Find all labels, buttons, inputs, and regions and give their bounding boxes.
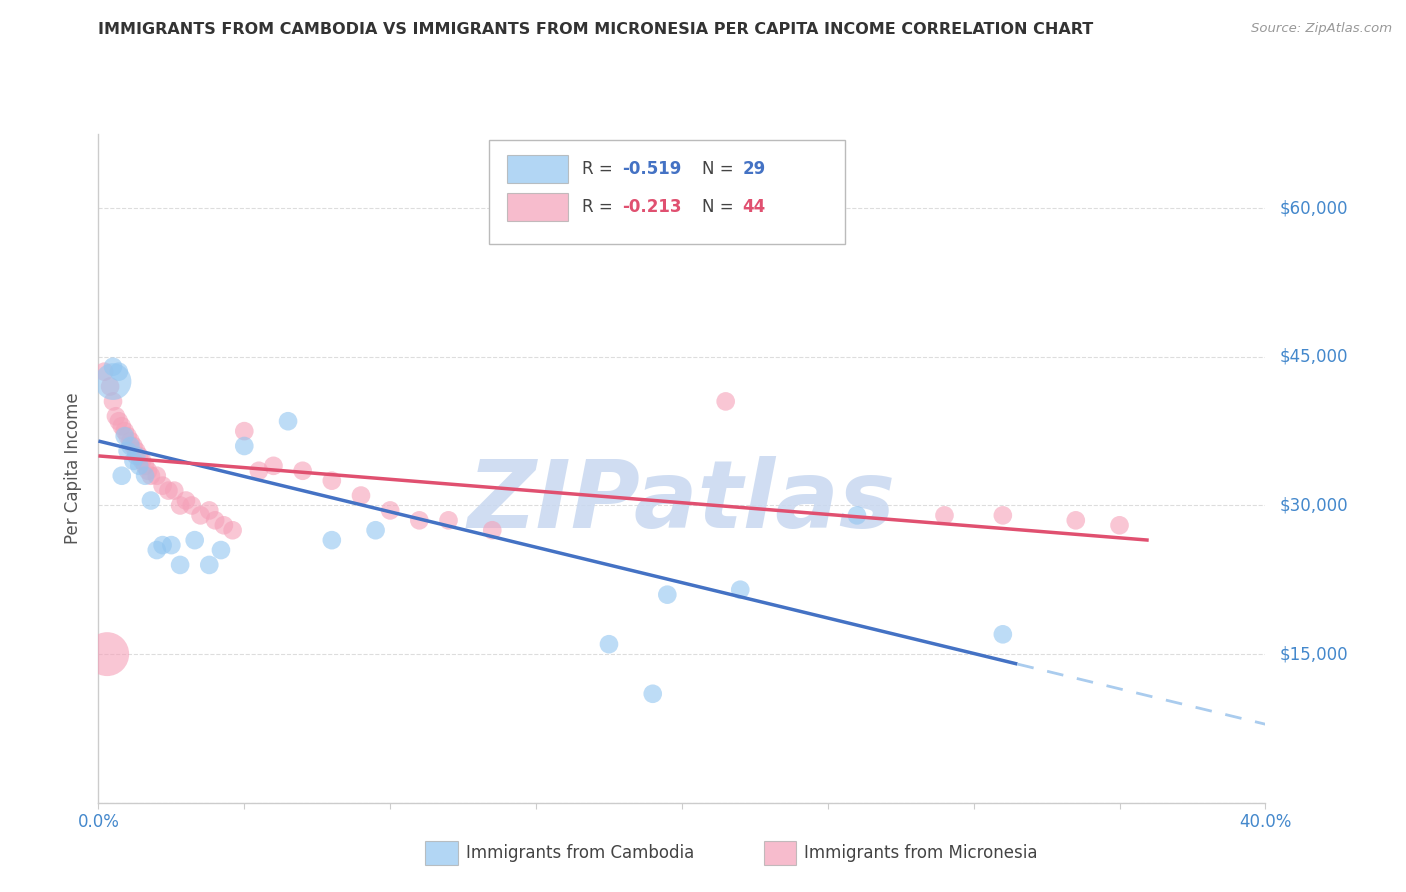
Point bbox=[111, 419, 134, 434]
Point bbox=[991, 627, 1014, 641]
Text: IMMIGRANTS FROM CAMBODIA VS IMMIGRANTS FROM MICRONESIA PER CAPITA INCOME CORRELA: IMMIGRANTS FROM CAMBODIA VS IMMIGRANTS F… bbox=[98, 22, 1094, 37]
Text: ZIPatlas: ZIPatlas bbox=[468, 456, 896, 548]
Text: 29: 29 bbox=[742, 161, 766, 178]
Point bbox=[934, 508, 956, 523]
Point bbox=[111, 468, 134, 483]
Text: R =: R = bbox=[582, 161, 617, 178]
Point bbox=[408, 513, 430, 527]
Point bbox=[198, 503, 221, 517]
Point bbox=[321, 533, 343, 548]
Point bbox=[117, 429, 139, 443]
Point bbox=[221, 523, 243, 537]
Text: $45,000: $45,000 bbox=[1279, 348, 1348, 366]
Point bbox=[98, 379, 121, 393]
Point bbox=[117, 444, 139, 458]
Text: $15,000: $15,000 bbox=[1279, 645, 1348, 663]
Point bbox=[114, 429, 136, 443]
Text: Immigrants from Cambodia: Immigrants from Cambodia bbox=[465, 844, 695, 862]
Point bbox=[233, 424, 256, 438]
Point bbox=[180, 499, 202, 513]
Point bbox=[233, 439, 256, 453]
Text: -0.519: -0.519 bbox=[623, 161, 682, 178]
Text: Source: ZipAtlas.com: Source: ZipAtlas.com bbox=[1251, 22, 1392, 36]
Text: $30,000: $30,000 bbox=[1279, 497, 1348, 515]
Text: -0.213: -0.213 bbox=[623, 198, 682, 217]
Bar bbox=[425, 841, 458, 865]
Point bbox=[93, 365, 115, 379]
Point bbox=[120, 439, 142, 453]
Text: Immigrants from Micronesia: Immigrants from Micronesia bbox=[804, 844, 1038, 862]
Point bbox=[247, 464, 270, 478]
Point bbox=[139, 468, 162, 483]
Point bbox=[122, 454, 145, 468]
Point bbox=[169, 499, 191, 513]
Point bbox=[277, 414, 299, 428]
Point bbox=[1064, 513, 1087, 527]
Point bbox=[146, 468, 169, 483]
Point bbox=[152, 478, 174, 492]
Point bbox=[1108, 518, 1130, 533]
Point bbox=[378, 503, 402, 517]
Point bbox=[120, 434, 142, 448]
Bar bbox=[763, 841, 796, 865]
Point bbox=[125, 444, 148, 458]
Point bbox=[136, 464, 159, 478]
Point bbox=[321, 474, 343, 488]
Point bbox=[991, 508, 1014, 523]
Point bbox=[350, 489, 373, 503]
Point bbox=[291, 464, 314, 478]
Point bbox=[96, 647, 118, 661]
Point bbox=[157, 483, 180, 498]
Point bbox=[598, 637, 620, 651]
Point bbox=[104, 409, 127, 424]
Point bbox=[108, 414, 131, 428]
Point bbox=[101, 375, 124, 389]
Point bbox=[174, 493, 197, 508]
Point bbox=[139, 493, 162, 508]
Point bbox=[209, 543, 232, 558]
Point bbox=[122, 439, 145, 453]
Point bbox=[212, 518, 235, 533]
Text: $60,000: $60,000 bbox=[1279, 199, 1348, 217]
Point bbox=[160, 538, 183, 552]
Point bbox=[134, 468, 156, 483]
Point bbox=[131, 454, 153, 468]
Point bbox=[134, 458, 156, 473]
Y-axis label: Per Capita Income: Per Capita Income bbox=[65, 392, 83, 544]
Point bbox=[169, 558, 191, 572]
Point bbox=[481, 523, 503, 537]
Point bbox=[163, 483, 186, 498]
Point bbox=[845, 508, 868, 523]
Text: R =: R = bbox=[582, 198, 617, 217]
Point bbox=[128, 449, 150, 463]
Point bbox=[101, 394, 124, 409]
Point bbox=[190, 508, 212, 523]
Text: N =: N = bbox=[702, 161, 738, 178]
Point bbox=[101, 359, 124, 374]
Point bbox=[128, 458, 150, 473]
Point bbox=[657, 588, 679, 602]
Point bbox=[108, 365, 131, 379]
Point bbox=[437, 513, 460, 527]
Point bbox=[641, 687, 664, 701]
Point bbox=[262, 458, 284, 473]
Text: N =: N = bbox=[702, 198, 738, 217]
FancyBboxPatch shape bbox=[489, 141, 845, 244]
Point bbox=[183, 533, 205, 548]
Text: 44: 44 bbox=[742, 198, 766, 217]
Point bbox=[714, 394, 737, 409]
Point bbox=[125, 449, 148, 463]
Point bbox=[146, 543, 169, 558]
Point bbox=[198, 558, 221, 572]
Point bbox=[114, 424, 136, 438]
Point bbox=[364, 523, 387, 537]
Point bbox=[728, 582, 751, 597]
Bar bbox=[508, 155, 568, 184]
Bar bbox=[508, 194, 568, 221]
Point bbox=[152, 538, 174, 552]
Point bbox=[204, 513, 226, 527]
